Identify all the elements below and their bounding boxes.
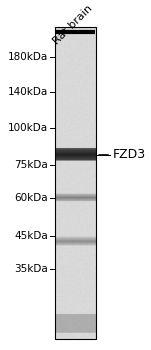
Text: 140kDa: 140kDa: [8, 87, 48, 97]
Text: 60kDa: 60kDa: [14, 193, 48, 203]
Text: 75kDa: 75kDa: [14, 160, 48, 170]
Text: 35kDa: 35kDa: [14, 264, 48, 274]
Text: 180kDa: 180kDa: [8, 52, 48, 62]
Text: Rat brain: Rat brain: [51, 4, 94, 47]
Text: 45kDa: 45kDa: [14, 231, 48, 241]
Bar: [55, 27, 96, 339]
Text: FZD3: FZD3: [112, 148, 146, 161]
Text: 100kDa: 100kDa: [8, 123, 48, 133]
